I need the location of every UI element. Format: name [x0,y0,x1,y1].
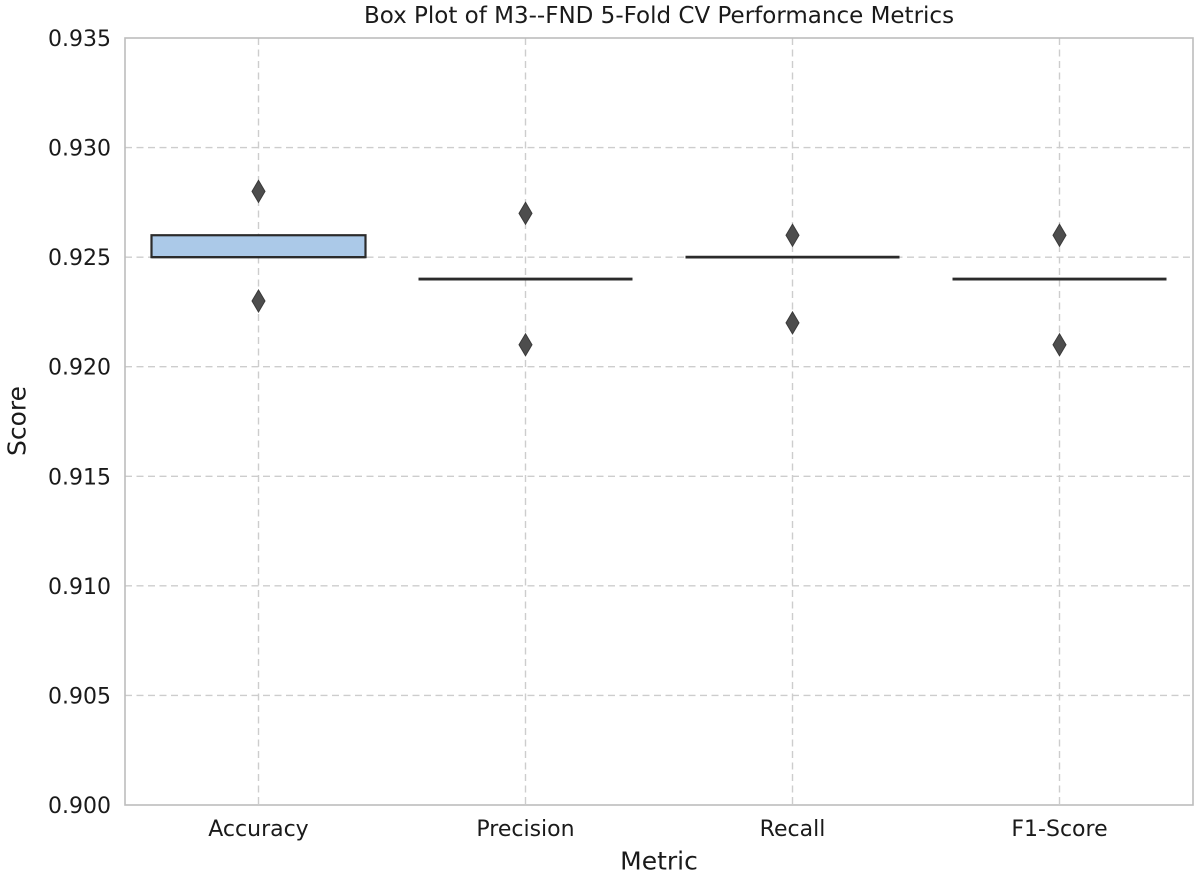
outlier-marker [251,288,266,313]
x-tick-label: Accuracy [208,817,308,842]
y-tick-label: 0.925 [48,246,111,271]
y-tick-label: 0.910 [48,575,111,600]
outlier-marker [518,201,533,226]
y-tick-label: 0.900 [48,794,111,819]
outlier-marker [1052,223,1067,248]
x-tick-label: Precision [476,817,574,842]
y-tick-label: 0.905 [48,684,111,709]
plot-area [125,38,1193,805]
outlier-marker [518,332,533,357]
outlier-marker [251,179,266,204]
chart-title: Box Plot of M3--FND 5-Fold CV Performanc… [363,3,955,29]
outlier-marker [1052,332,1067,357]
box-accuracy [150,234,367,259]
outlier-marker [785,310,800,335]
outlier-marker [785,223,800,248]
x-tick-label: Recall [760,817,826,842]
x-tick-label: F1-Score [1011,817,1107,842]
plot-border [124,37,1194,806]
x-axis-label: Metric [620,846,698,876]
y-tick-label: 0.935 [48,27,111,52]
y-tick-label: 0.920 [48,356,111,381]
y-tick-label: 0.930 [48,137,111,162]
y-tick-label: 0.915 [48,465,111,490]
